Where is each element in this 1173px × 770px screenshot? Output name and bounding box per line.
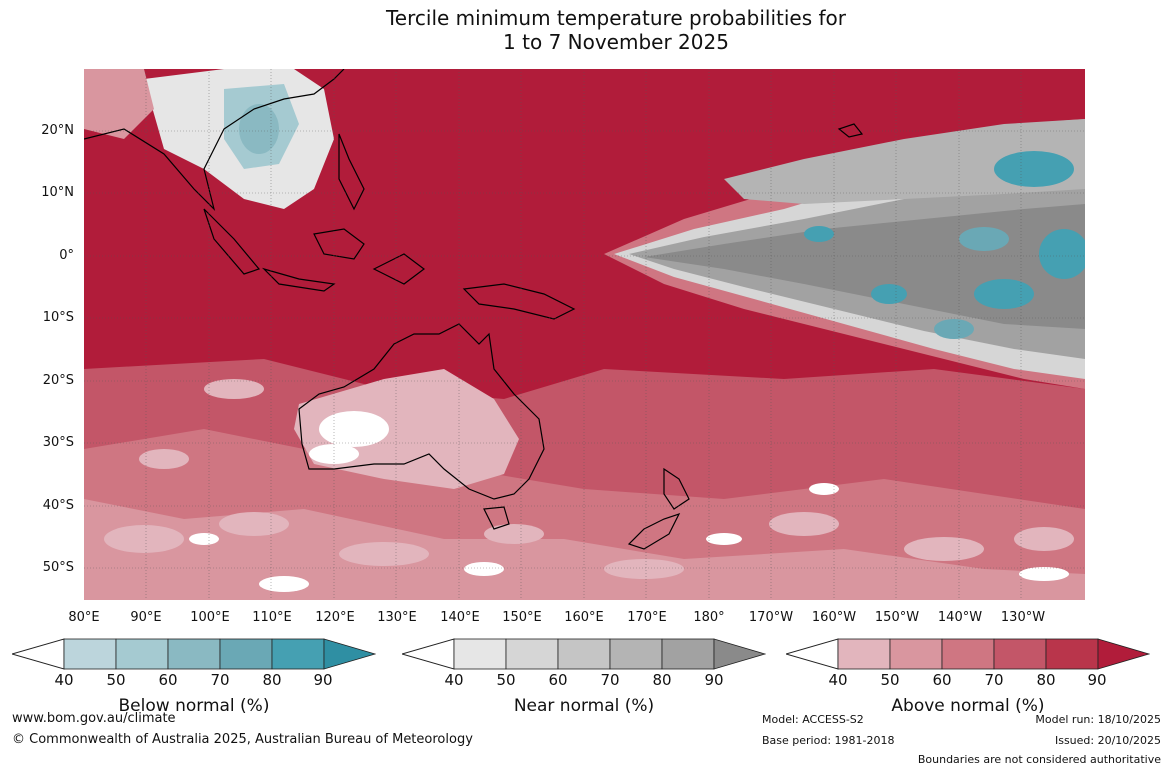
- near-normal-label: Near normal (%): [513, 696, 655, 716]
- cb-tick: 40: [444, 671, 464, 689]
- near-normal-colorbar: [402, 638, 766, 670]
- lon-label: 180°: [693, 610, 725, 625]
- lat-label: 20°N: [41, 123, 74, 138]
- lat-label: 50°S: [42, 560, 74, 575]
- model-info: Model: ACCESS-S2: [762, 713, 864, 726]
- title-line-1: Tercile minimum temperature probabilitie…: [385, 6, 847, 30]
- cb-swatch: [1045, 638, 1099, 670]
- lat-label: 30°S: [42, 435, 74, 450]
- cb-swatch: [557, 638, 611, 670]
- lat-label: 20°S: [42, 373, 74, 388]
- cb-swatch: [941, 638, 995, 670]
- disclaimer: Boundaries are not considered authoritat…: [917, 753, 1161, 766]
- cb-swatch: [993, 638, 1047, 670]
- cb-tick: 70: [600, 671, 620, 689]
- lon-label: 110°E: [252, 610, 292, 625]
- copyright: © Commonwealth of Australia 2025, Austra…: [12, 732, 473, 747]
- title-line-2: 1 to 7 November 2025: [503, 30, 729, 54]
- lat-label: 10°S: [42, 310, 74, 325]
- probability-map: [84, 69, 1085, 600]
- above-normal-label: Above normal (%): [891, 696, 1045, 716]
- cb-tick: 50: [106, 671, 126, 689]
- cb-tick: 90: [1087, 671, 1107, 689]
- cb-tick: 50: [880, 671, 900, 689]
- cb-swatch: [713, 638, 766, 670]
- cb-swatch: [505, 638, 559, 670]
- cb-tick: 90: [313, 671, 333, 689]
- cb-tick: 60: [158, 671, 178, 689]
- map-title: Tercile minimum temperature probabilitie…: [0, 6, 1173, 54]
- cb-tick: 70: [984, 671, 1004, 689]
- cb-tick: 80: [1036, 671, 1056, 689]
- website-link[interactable]: www.bom.gov.au/climate: [12, 711, 176, 726]
- lon-label: 170°W: [748, 610, 794, 625]
- lon-label: 120°E: [315, 610, 355, 625]
- cb-swatch: [63, 638, 117, 670]
- lon-label: 80°E: [68, 610, 100, 625]
- lon-label: 90°E: [130, 610, 162, 625]
- model-run: Model run: 18/10/2025: [1035, 713, 1161, 726]
- lat-label: 10°N: [41, 185, 74, 200]
- cb-tick: 60: [932, 671, 952, 689]
- lon-label: 150°W: [874, 610, 920, 625]
- cb-swatch: [609, 638, 663, 670]
- below-normal-colorbar: [12, 638, 376, 670]
- cb-swatch: [115, 638, 169, 670]
- cb-tick: 90: [704, 671, 724, 689]
- lon-label: 160°E: [564, 610, 604, 625]
- cb-swatch: [323, 638, 376, 670]
- lon-label: 140°W: [937, 610, 983, 625]
- lat-label: 40°S: [42, 498, 74, 513]
- cb-tick: 60: [548, 671, 568, 689]
- cb-tick: 40: [828, 671, 848, 689]
- cb-tick: 70: [210, 671, 230, 689]
- lon-label: 170°E: [627, 610, 667, 625]
- cb-tick: 80: [262, 671, 282, 689]
- lon-label: 130°W: [1000, 610, 1046, 625]
- above-normal-colorbar: [786, 638, 1150, 670]
- lon-label: 130°E: [377, 610, 417, 625]
- lon-label: 100°E: [190, 610, 230, 625]
- cb-tick: 50: [496, 671, 516, 689]
- cb-tick: 80: [652, 671, 672, 689]
- base-period: Base period: 1981-2018: [762, 734, 895, 747]
- cb-swatch: [453, 638, 507, 670]
- cb-swatch: [271, 638, 325, 670]
- lat-label: 0°: [59, 248, 74, 263]
- cb-swatch: [1097, 638, 1150, 670]
- cb-swatch: [661, 638, 715, 670]
- cb-swatch: [219, 638, 273, 670]
- cb-swatch: [837, 638, 891, 670]
- below-normal-label: Below normal (%): [118, 696, 270, 716]
- lon-label: 150°E: [502, 610, 542, 625]
- cb-swatch: [889, 638, 943, 670]
- lon-label: 140°E: [440, 610, 480, 625]
- cb-swatch: [167, 638, 221, 670]
- lon-label: 160°W: [811, 610, 857, 625]
- issued-date: Issued: 20/10/2025: [1054, 734, 1161, 747]
- cb-tick: 40: [54, 671, 74, 689]
